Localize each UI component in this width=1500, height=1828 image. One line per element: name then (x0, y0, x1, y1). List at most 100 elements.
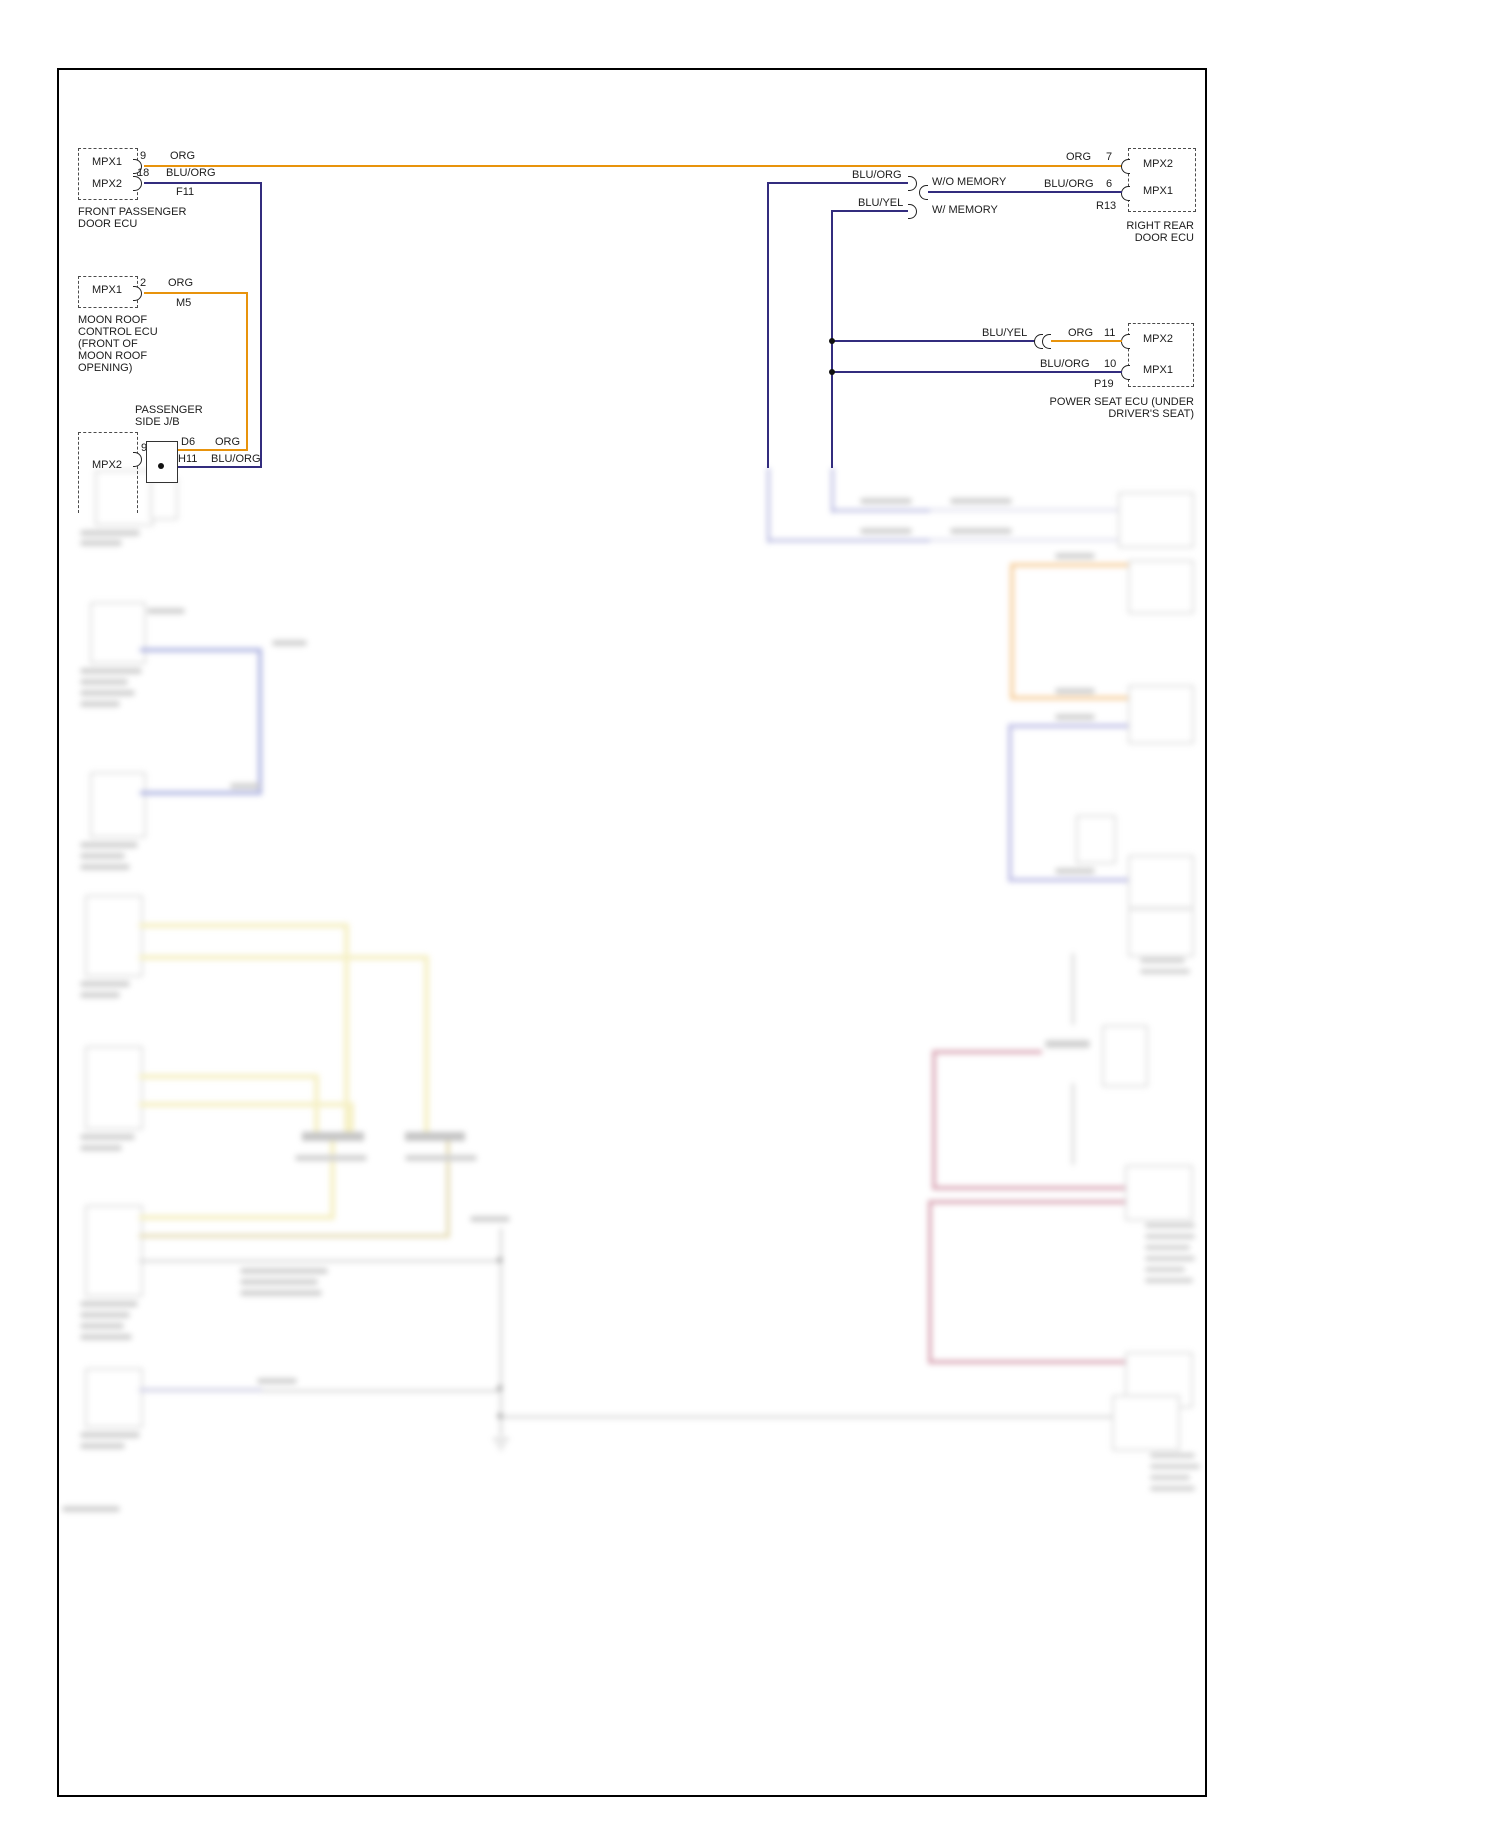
jb-title: SIDE J/B (135, 416, 180, 428)
memory-option-label: W/O MEMORY (932, 176, 1007, 188)
ghost-text (80, 1323, 124, 1329)
mpx-port-label: MPX2 (1143, 333, 1173, 345)
ghost-box (1128, 855, 1194, 909)
ghost-box (150, 478, 178, 520)
front-passenger-door-ecu-box (78, 148, 138, 200)
component-name: FRONT PASSENGER (78, 206, 187, 218)
component-name: DOOR ECU (78, 218, 138, 230)
mpx-port-label: MPX1 (92, 156, 122, 168)
ghost-text (470, 1216, 510, 1222)
ghost-text (80, 864, 130, 870)
jb-title: PASSENGER (135, 404, 203, 416)
junction-dot (829, 369, 835, 375)
ghost-wire-orange (1010, 563, 1014, 700)
ghost-box (85, 895, 143, 977)
ghost-box (1102, 1025, 1148, 1087)
ghost-box (90, 602, 146, 664)
ghost-text (1150, 1486, 1195, 1491)
wire-color-label: ORG (1066, 151, 1092, 163)
ghost-text (860, 528, 912, 534)
ghost-junction-dot (497, 1257, 503, 1263)
ghost-wire-purple (767, 468, 770, 543)
ghost-text (80, 1334, 132, 1340)
mpx-port-label: MPX2 (1143, 158, 1173, 170)
blu-yel-wire (831, 340, 1036, 342)
terminal-id: D6 (181, 436, 196, 448)
ghost-box (1128, 908, 1194, 957)
ghost-wire-gray (500, 1416, 1112, 1418)
ghost-text (80, 540, 122, 546)
branch-brace-icon (919, 185, 928, 200)
ghost-text (80, 1443, 125, 1449)
ghost-wire-yellow (139, 1074, 319, 1079)
ghost-wire-yellow (330, 1140, 335, 1220)
blu-org-wire (144, 182, 262, 184)
ghost-text (950, 498, 1012, 504)
ghost-ground-symbol (496, 1443, 506, 1445)
ghost-wire-blue (140, 648, 262, 652)
org-wire (246, 292, 248, 451)
mpx-port-label: MPX1 (92, 284, 122, 296)
ghost-text (1055, 868, 1095, 874)
ghost-text (1140, 958, 1185, 963)
wire-color-label: BLU/ORG (166, 167, 216, 179)
ghost-text (80, 1134, 135, 1140)
ghost-text (1140, 969, 1190, 974)
ghost-wire-pink (932, 1186, 1125, 1190)
ghost-text (80, 1145, 122, 1151)
wire-color-label: BLU/ORG (1044, 178, 1094, 190)
ghost-text (1145, 1256, 1195, 1261)
ghost-text (80, 1301, 138, 1307)
connector-code: P19 (1094, 378, 1114, 390)
wire-color-label: BLU/ORG (852, 169, 902, 181)
blu-org-wire (178, 466, 262, 468)
ghost-wire-yellow (139, 923, 349, 928)
memory-option-label: W/ MEMORY (932, 204, 998, 216)
ghost-box (85, 1205, 143, 1297)
pin-number: 11 (1104, 327, 1116, 339)
ghost-ground-bar (302, 1132, 364, 1141)
ghost-text (240, 1268, 328, 1274)
ghost-text (1150, 1475, 1190, 1480)
passenger-jb-box (78, 432, 138, 513)
junction-dot (829, 338, 835, 344)
ghost-box (85, 1368, 143, 1428)
pin-bracket-icon (1121, 334, 1130, 349)
mpx-port-label: MPX2 (92, 459, 122, 471)
wire-color-label: BLU/ORG (211, 453, 261, 465)
ghost-text (80, 1312, 130, 1318)
ghost-text (80, 668, 142, 674)
ghost-wire-pink (932, 1050, 1042, 1054)
ghost-wire-gray (1072, 953, 1074, 1025)
ghost-wire-tan (139, 1234, 450, 1238)
page-border (57, 68, 1207, 1797)
mpx-port-label: MPX1 (1143, 364, 1173, 376)
component-name: CONTROL ECU (78, 326, 158, 338)
ghost-wire-orange (1010, 696, 1128, 700)
ghost-ground-symbol (493, 1438, 509, 1440)
pin-bracket-icon (1121, 186, 1130, 201)
blu-org-branch-wire (767, 182, 910, 184)
ghost-text (272, 640, 307, 646)
ghost-wire-periwinkle (1008, 878, 1128, 882)
ghost-wire-yellow (139, 1215, 335, 1220)
pin-number: 9 (140, 150, 147, 162)
ghost-text (1055, 714, 1095, 720)
ghost-text (257, 1378, 297, 1384)
ghost-wire-gray (139, 1260, 500, 1262)
ghost-wire-gray (262, 1390, 500, 1392)
ghost-junction-dot (497, 1385, 503, 1391)
pin-number: 10 (1104, 358, 1117, 370)
component-name: DRIVER'S SEAT) (1108, 408, 1194, 420)
pin-number: 6 (1106, 178, 1113, 190)
component-name: (FRONT OF (78, 338, 138, 350)
component-name: DOOR ECU (1134, 232, 1194, 244)
inline-connector-icon (1042, 334, 1051, 349)
ghost-wire-pink (928, 1200, 1125, 1204)
blu-org-wire (831, 371, 1122, 373)
ghost-box (1125, 1165, 1193, 1221)
blu-yel-branch-wire (831, 210, 910, 212)
ghost-text (1145, 1267, 1185, 1272)
jb-connector-block (146, 441, 178, 483)
